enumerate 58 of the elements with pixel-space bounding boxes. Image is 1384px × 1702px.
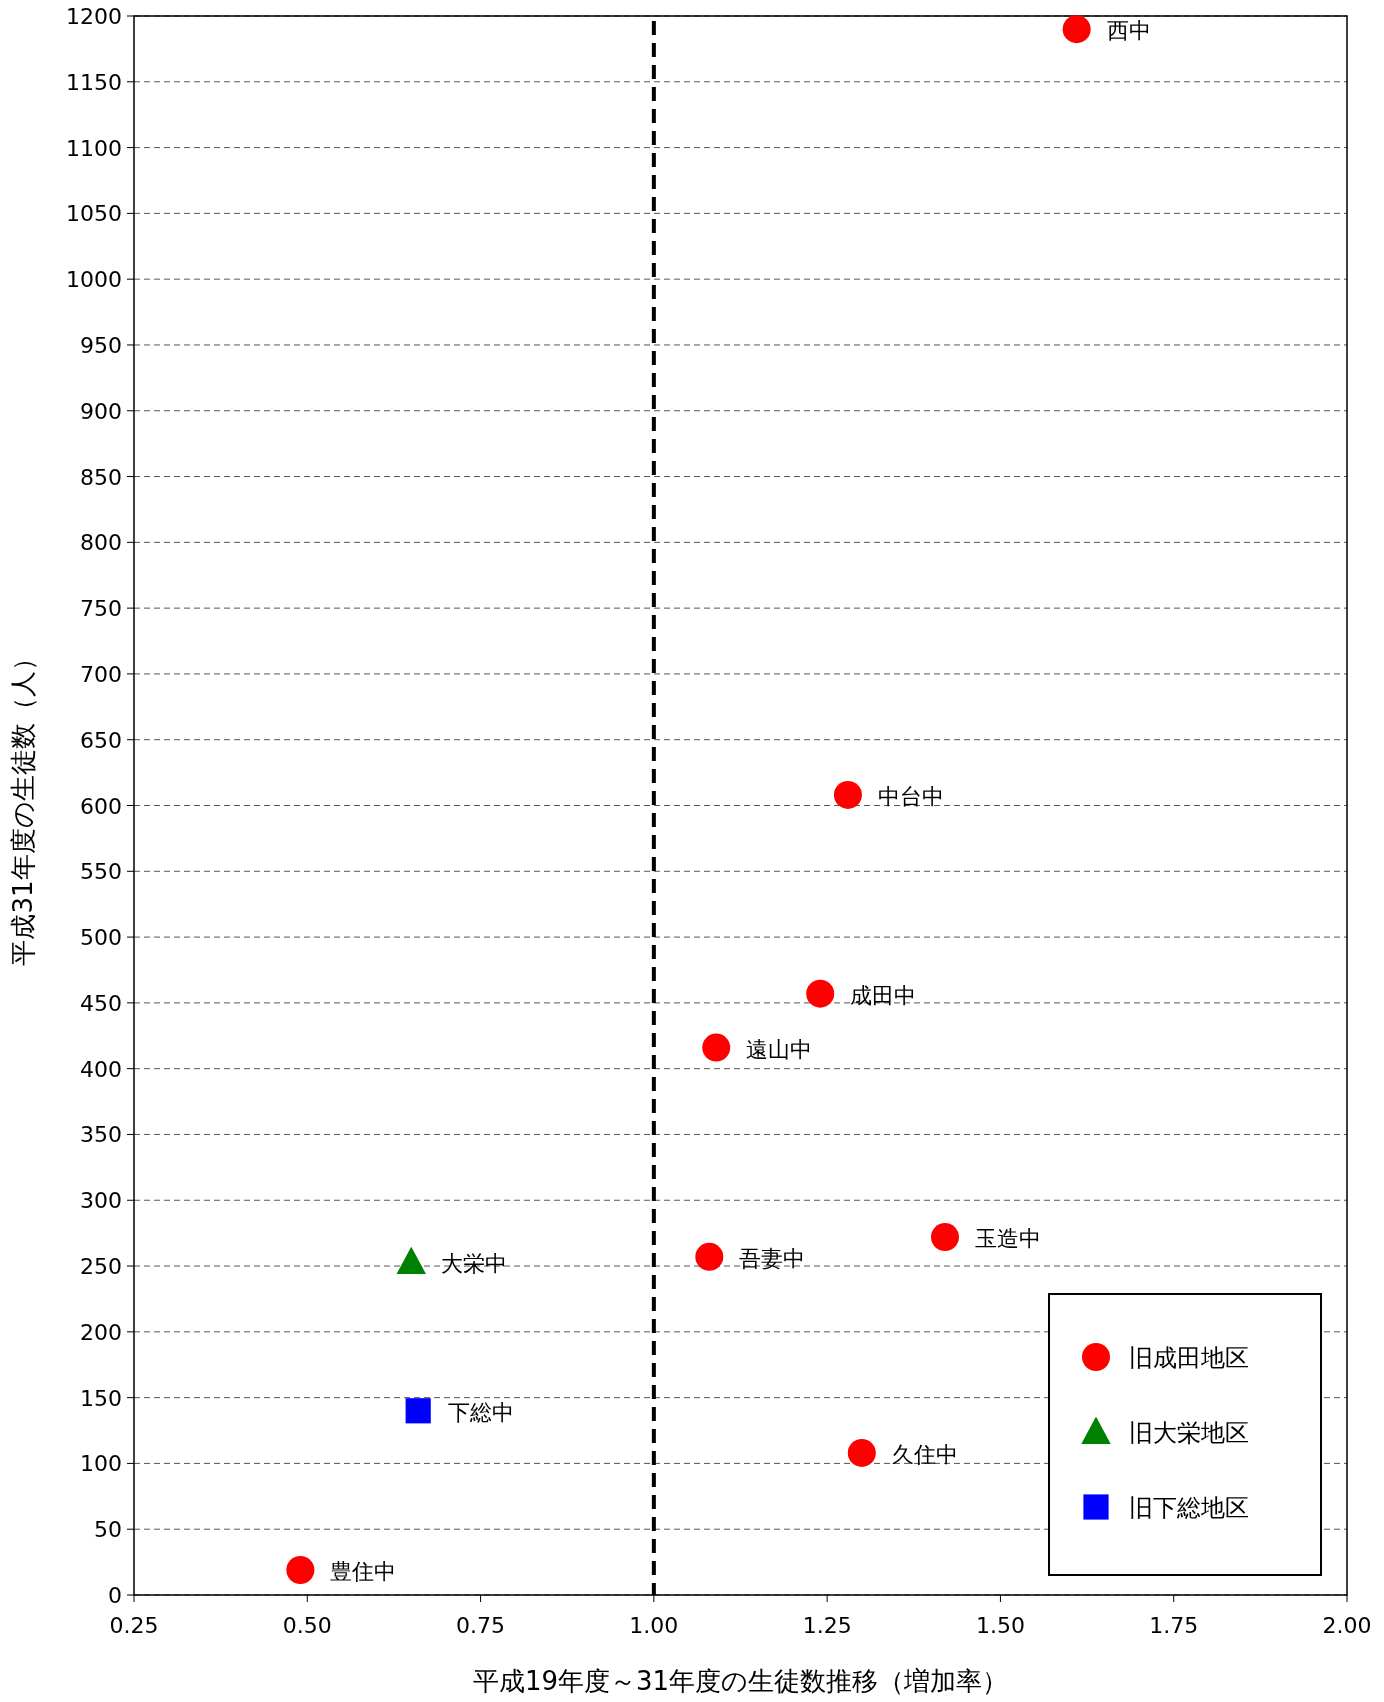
y-tick-label: 400 — [80, 1056, 122, 1082]
x-tick-label: 1.00 — [629, 1613, 679, 1638]
point — [405, 1398, 431, 1424]
y-tick-label: 250 — [80, 1254, 122, 1280]
annotation: 久住中 — [891, 1441, 958, 1467]
x-tick-label: 0.50 — [282, 1613, 332, 1638]
y-tick-label: 800 — [80, 530, 122, 556]
y-tick-label: 300 — [80, 1188, 122, 1214]
y-tick-label: 150 — [80, 1385, 122, 1411]
annotation: 成田中 — [850, 982, 917, 1008]
y-axis-title: 平成31年度の生徒数（人） — [8, 645, 38, 966]
x-axis-title: 平成19年度～31年度の生徒数推移（増加率） — [472, 1666, 1009, 1696]
annotation: 遠山中 — [746, 1036, 813, 1062]
y-tick-label: 750 — [80, 596, 122, 622]
y-tick-label: 1150 — [66, 69, 122, 95]
y-tick-label: 1100 — [66, 135, 122, 161]
y-tick-label: 850 — [80, 464, 122, 490]
annotation: 大栄中 — [441, 1251, 508, 1277]
annotation: 豊住中 — [330, 1559, 397, 1584]
y-tick-label: 50 — [94, 1517, 122, 1543]
point — [702, 1033, 731, 1062]
annotation: 西中 — [1106, 18, 1151, 44]
y-tick-label: 200 — [80, 1319, 122, 1345]
x-tick-label: 0.25 — [109, 1613, 159, 1638]
point — [695, 1242, 724, 1271]
x-tick-label: 1.25 — [802, 1613, 852, 1638]
y-tick-label: 350 — [80, 1122, 122, 1148]
y-tick-label: 1000 — [66, 267, 122, 293]
y-tick-label: 1050 — [66, 201, 122, 227]
point — [847, 1438, 876, 1467]
y-tick-label: 900 — [80, 398, 122, 424]
legend-label: 旧大栄地区 — [1129, 1419, 1249, 1447]
y-tick-label: 600 — [80, 793, 122, 819]
legend-label: 旧成田地区 — [1129, 1344, 1249, 1372]
y-tick-label: 700 — [80, 661, 122, 687]
legend-label: 旧下総地区 — [1129, 1494, 1249, 1522]
y-tick-label: 550 — [80, 859, 122, 885]
annotation: 中台中 — [877, 783, 944, 809]
point — [396, 1246, 426, 1274]
point — [806, 979, 835, 1008]
x-tick-label: 1.75 — [1149, 1613, 1199, 1638]
y-tick-label: 100 — [80, 1451, 122, 1477]
y-tick-label: 450 — [80, 990, 122, 1016]
y-tick-label: 650 — [80, 727, 122, 753]
annotation: 下総中 — [448, 1399, 515, 1425]
x-tick-label: 1.50 — [975, 1613, 1025, 1638]
point — [1062, 15, 1091, 44]
annotation: 吾妻中 — [739, 1245, 806, 1271]
point — [930, 1223, 959, 1252]
annotation: 玉造中 — [974, 1226, 1041, 1252]
x-tick-label: 0.75 — [456, 1613, 506, 1638]
point — [833, 780, 862, 809]
y-tick-label: 950 — [80, 332, 122, 358]
y-tick-label: 0 — [108, 1583, 122, 1608]
point — [286, 1556, 315, 1584]
y-tick-label: 500 — [80, 925, 122, 951]
y-tick-label: 1200 — [66, 4, 122, 29]
x-tick-label: 2.00 — [1322, 1613, 1372, 1638]
